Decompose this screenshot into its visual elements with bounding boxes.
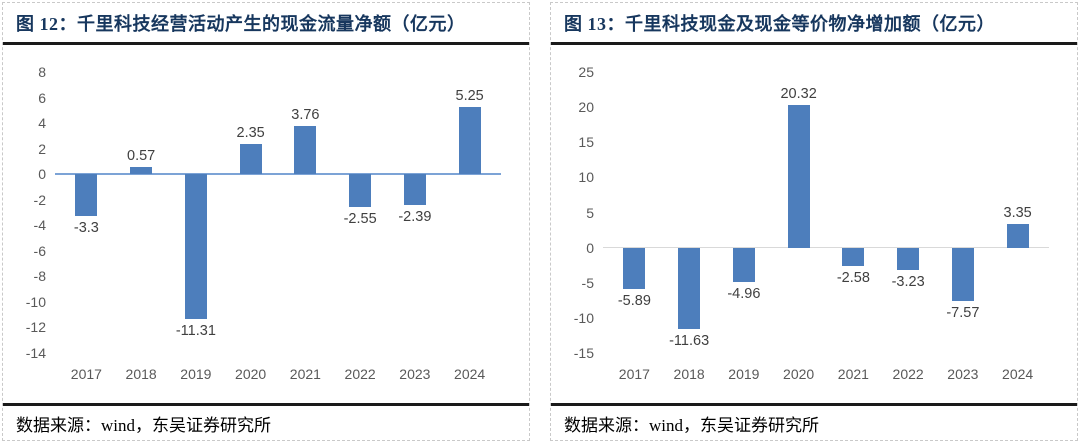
y-tick-label: 8: [38, 64, 46, 80]
x-tick-label: 2021: [837, 366, 869, 382]
bar: [184, 174, 207, 319]
y-tick-label: 15: [578, 134, 594, 151]
bar: [732, 247, 755, 283]
x-tick-label: 2022: [344, 366, 376, 382]
y-tick-label: -14: [25, 345, 46, 361]
y-tick-label: 2: [38, 140, 46, 157]
x-tick-label: 2022: [892, 366, 924, 382]
bar-value-label: -2.58: [836, 269, 870, 286]
bar-value-label: 5.25: [455, 88, 484, 105]
y-tick-label: -15: [573, 345, 594, 361]
figure-panel-12: 图 12：千里科技经营活动产生的现金流量净额（亿元） 8 6 4 2 0 -2 -4 -6 -8…: [2, 2, 530, 441]
bar: [787, 104, 810, 248]
bar-value-label: -7.57: [946, 304, 980, 321]
y-tick-label: 25: [578, 64, 594, 80]
source-divider: [551, 403, 1077, 406]
figure-12-data-source: 数据来源：wind，东吴证券研究所: [16, 415, 271, 435]
bar: [130, 166, 153, 175]
x-tick-label: 2017: [618, 366, 650, 382]
x-tick-label: 2024: [454, 366, 486, 382]
bar-value-label: -5.89: [617, 293, 651, 309]
x-tick-label: 2024: [1002, 366, 1034, 382]
bar-value-label: -4.96: [727, 286, 761, 303]
bar-value-label: 20.32: [780, 85, 817, 102]
bar-value-label: 3.35: [1003, 205, 1032, 222]
bar-value-label: 3.76: [291, 107, 320, 124]
bar: [842, 247, 865, 266]
y-tick-label: 5: [586, 204, 594, 221]
bar: [623, 247, 646, 289]
y-tick-label: -8: [33, 268, 46, 285]
x-tick-label: 2019: [728, 366, 760, 382]
bar: [294, 126, 317, 175]
figure-13-data-source: 数据来源：wind，东吴证券研究所: [564, 415, 819, 435]
bar: [75, 174, 98, 217]
bar: [349, 174, 372, 207]
y-tick-label: 0: [586, 239, 594, 256]
bar: [403, 174, 426, 205]
source-divider: [3, 403, 529, 406]
figure-panel-13: 图 13：千里科技现金及现金等价物净增加额（亿元） 25 20 15 10 5 0 -5 -1…: [550, 2, 1078, 441]
bar: [458, 107, 481, 175]
y-tick-label: 4: [38, 115, 46, 132]
bar-value-label: -11.63: [669, 333, 710, 350]
y-tick-label: -5: [581, 274, 594, 291]
bar: [678, 247, 701, 330]
y-tick-label: -10: [25, 293, 46, 310]
x-tick-label: 2018: [125, 366, 157, 382]
bar-value-label: -11.31: [175, 322, 216, 339]
x-tick-label: 2020: [235, 366, 267, 382]
y-tick-label: 10: [578, 169, 594, 186]
bar-value-label: -3.3: [73, 220, 99, 237]
zero-axis-line: [55, 173, 501, 175]
bar-chart-net-cash-increase: 25 20 15 10 5 0 -5 -10 -15 -5.89 2017 -11.63 2018 -4.…: [551, 45, 1077, 403]
y-tick-label: -4: [33, 217, 46, 234]
bar-value-label: -2.39: [398, 208, 432, 225]
bar-value-label: -2.55: [343, 210, 377, 227]
y-tick-label: -12: [25, 319, 46, 336]
figure-13-title: 图 13：千里科技现金及现金等价物净增加额（亿元）: [564, 13, 995, 34]
bar-value-label: 0.57: [127, 147, 156, 164]
title-divider: [3, 42, 529, 45]
title-divider: [551, 42, 1077, 45]
x-tick-label: 2023: [947, 366, 979, 382]
x-tick-label: 2018: [673, 366, 705, 382]
x-tick-label: 2021: [289, 366, 321, 382]
figure-12-title: 图 12：千里科技经营活动产生的现金流量净额（亿元）: [16, 13, 466, 34]
bar: [897, 247, 920, 271]
bar-value-label: 2.35: [236, 125, 265, 142]
y-tick-label: -10: [573, 309, 594, 326]
y-tick-label: 0: [38, 166, 46, 183]
bar-value-label: -3.23: [891, 274, 925, 291]
bar-chart-operating-cash-flow: 8 6 4 2 0 -2 -4 -6 -8 -10 -12 -14 -3.3 2017 0.57 2018 -1…: [3, 45, 529, 403]
x-tick-label: 2023: [399, 366, 431, 382]
bar: [239, 144, 262, 175]
y-tick-label: -2: [33, 191, 46, 208]
y-tick-label: -6: [33, 242, 46, 259]
x-tick-label: 2019: [180, 366, 212, 382]
y-tick-label: 20: [578, 99, 594, 116]
x-tick-label: 2017: [70, 366, 102, 382]
bar: [1006, 224, 1029, 248]
x-tick-label: 2020: [783, 366, 815, 382]
zero-axis-line: [603, 246, 1049, 249]
y-tick-label: 6: [38, 89, 46, 106]
bar: [951, 247, 974, 301]
